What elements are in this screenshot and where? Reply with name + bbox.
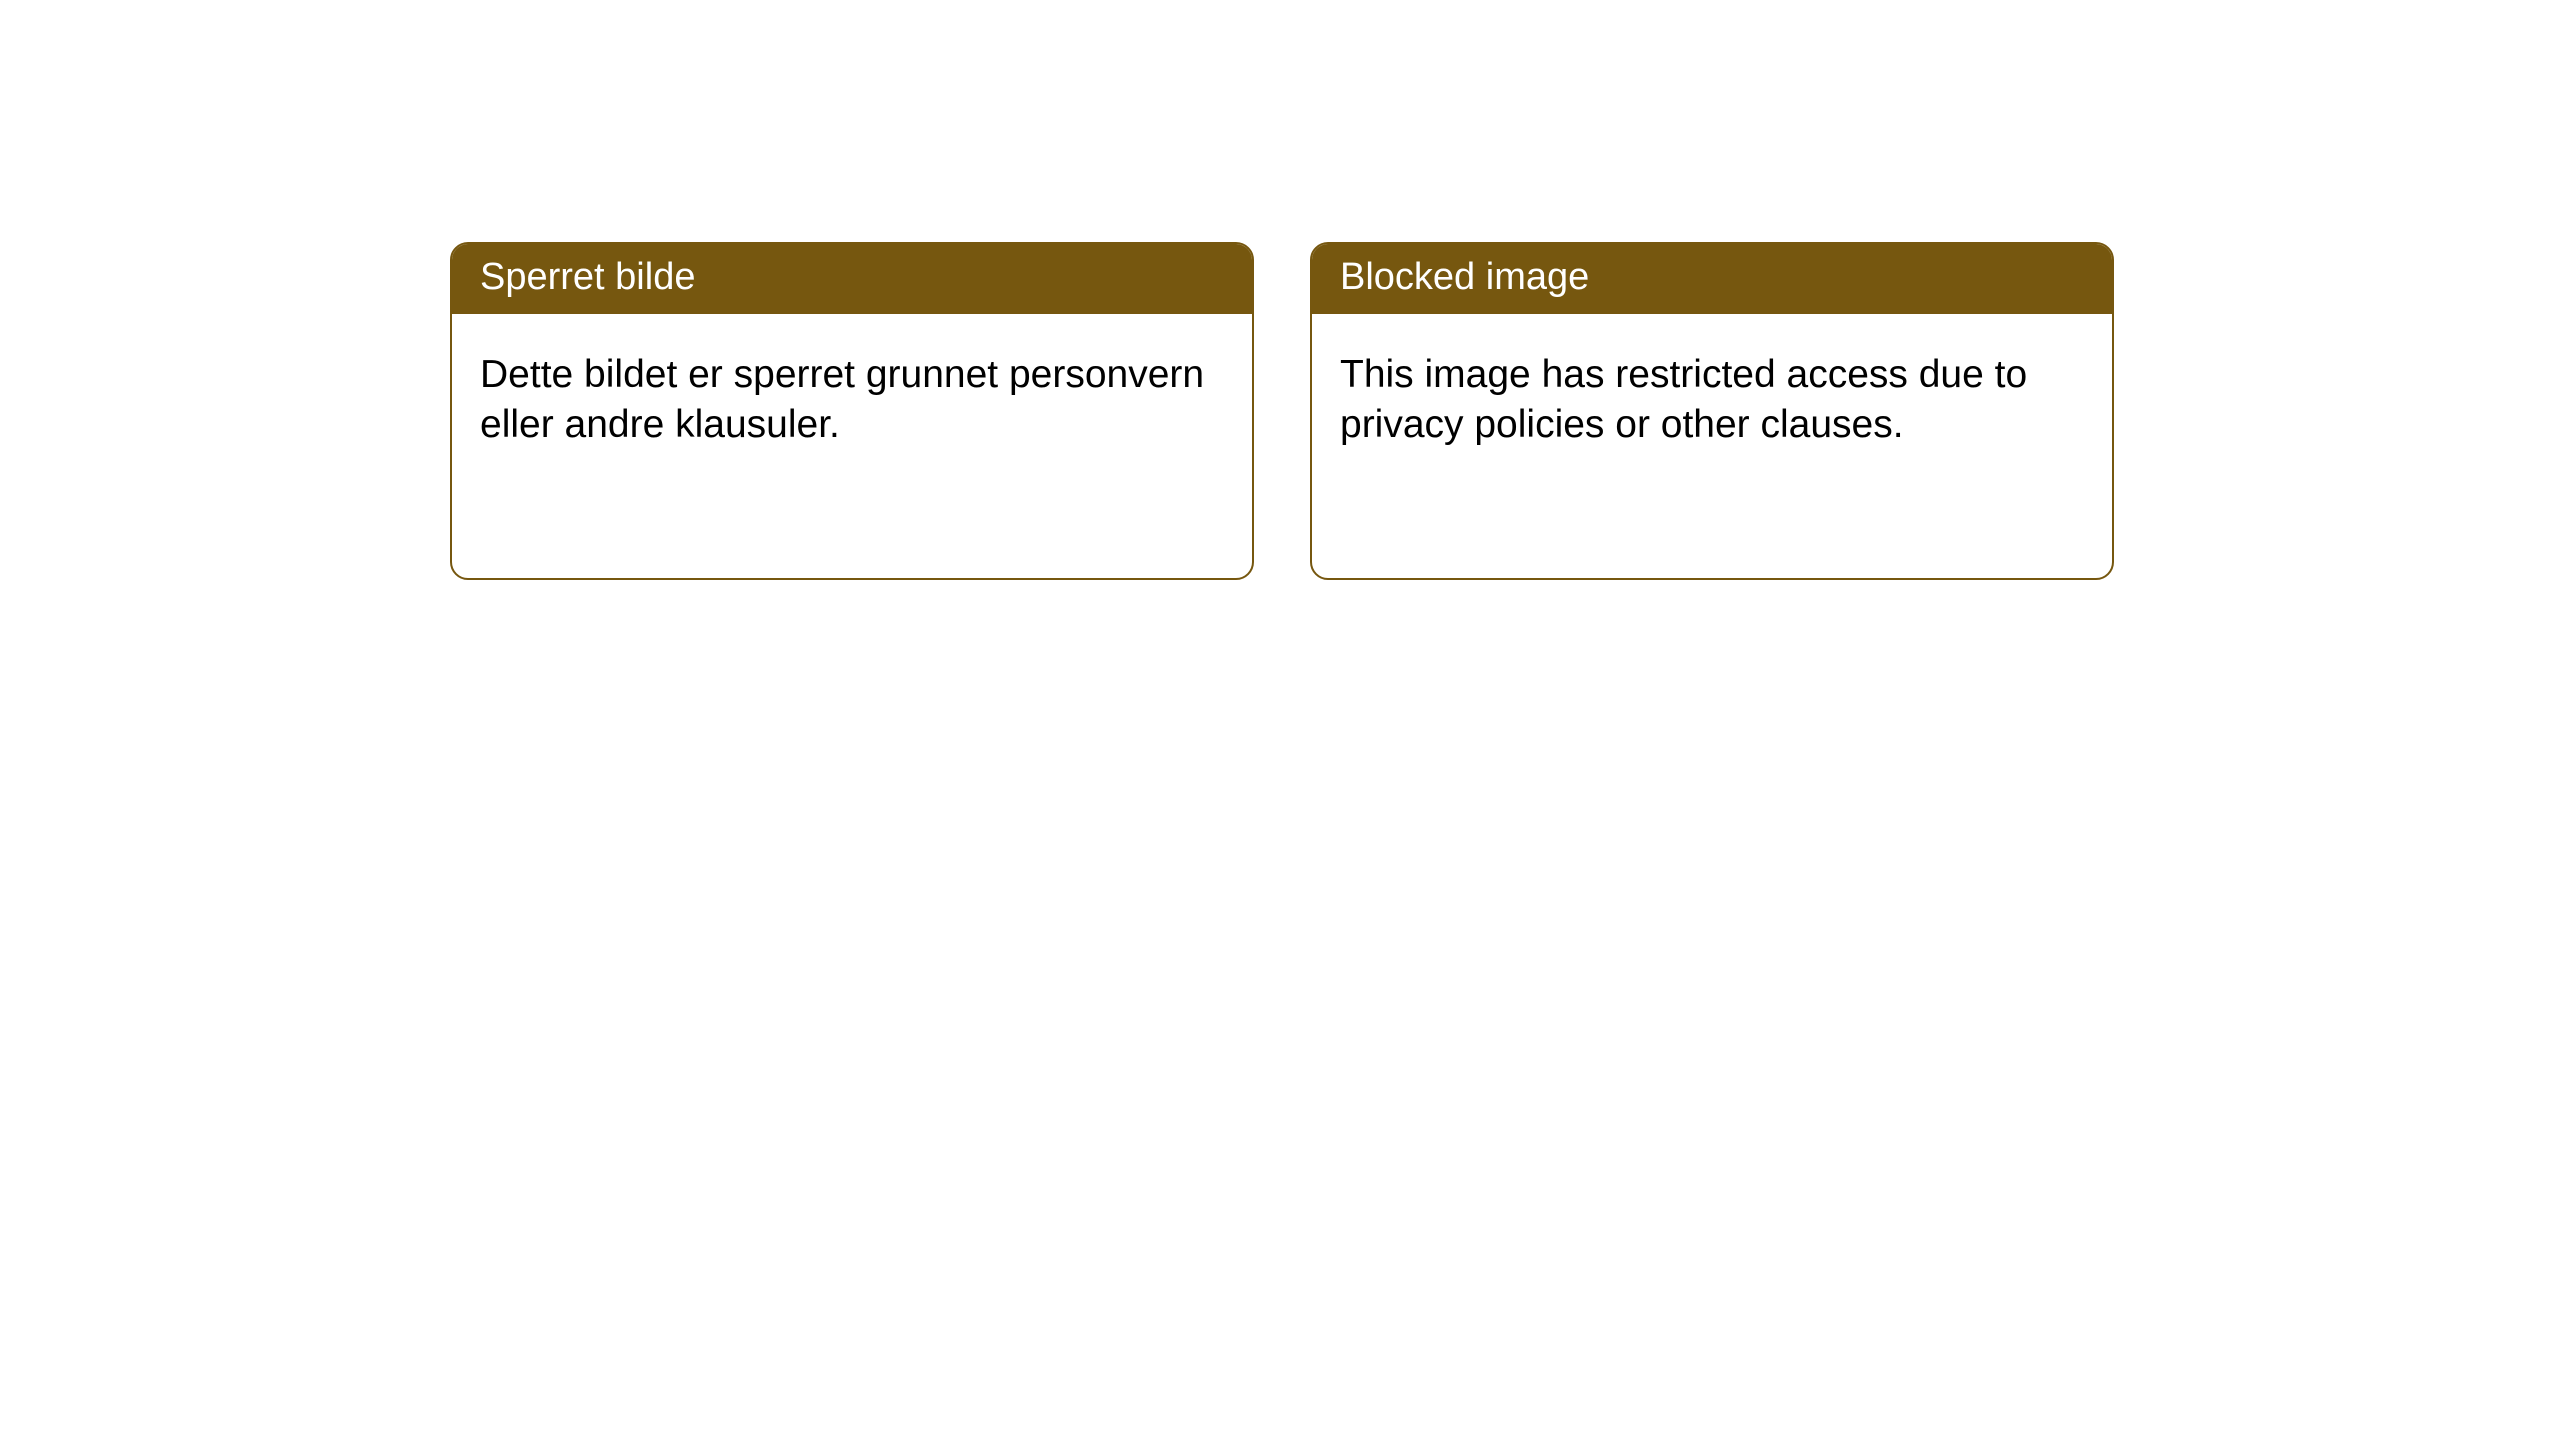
notice-card-norwegian: Sperret bilde Dette bildet er sperret gr…	[450, 242, 1254, 580]
notice-body-text: This image has restricted access due to …	[1340, 353, 2027, 447]
notice-body: This image has restricted access due to …	[1312, 314, 2112, 487]
notice-body-text: Dette bildet er sperret grunnet personve…	[480, 353, 1204, 447]
notice-title: Blocked image	[1340, 256, 1589, 298]
notice-body: Dette bildet er sperret grunnet personve…	[452, 314, 1252, 487]
notice-card-english: Blocked image This image has restricted …	[1310, 242, 2114, 580]
notice-header: Sperret bilde	[452, 244, 1252, 314]
notice-header: Blocked image	[1312, 244, 2112, 314]
notice-container: Sperret bilde Dette bildet er sperret gr…	[0, 0, 2560, 580]
notice-title: Sperret bilde	[480, 256, 695, 298]
